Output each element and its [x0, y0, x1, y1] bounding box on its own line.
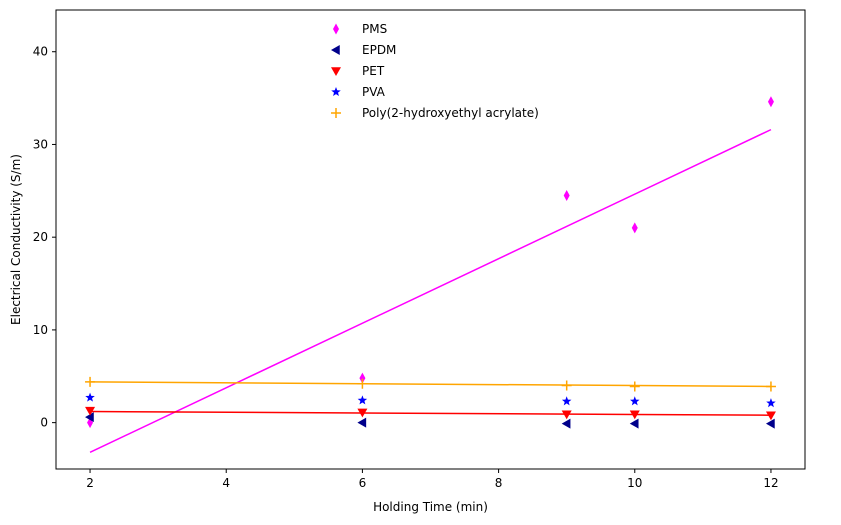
- data-point: [630, 396, 640, 406]
- data-point: [629, 381, 640, 392]
- data-point: [631, 222, 638, 234]
- data-point: [629, 410, 640, 420]
- x-tick-label: 10: [627, 476, 642, 490]
- data-point: [561, 380, 572, 391]
- x-tick-label: 6: [359, 476, 367, 490]
- data-point: [766, 398, 776, 408]
- legend-label: PMS: [362, 22, 387, 36]
- plot-area: [85, 96, 776, 453]
- series-0: [87, 96, 774, 429]
- data-point: [765, 411, 776, 421]
- legend-label: PET: [362, 64, 385, 78]
- trend-line-2: [90, 410, 771, 416]
- data-point: [629, 418, 639, 429]
- x-tick-label: 12: [763, 476, 778, 490]
- legend-marker: [331, 45, 340, 55]
- data-point: [357, 395, 368, 405]
- y-axis: 0 10 20 30 40: [33, 45, 56, 430]
- legend-item: EPDM: [331, 43, 396, 57]
- data-point: [357, 417, 367, 428]
- x-tick-label: 8: [495, 476, 503, 490]
- legend-marker: [331, 87, 341, 97]
- series-2: [85, 406, 776, 421]
- data-point: [85, 412, 94, 423]
- y-tick-label: 0: [40, 416, 48, 430]
- legend-item: PVA: [331, 85, 386, 99]
- y-tick-label: 10: [33, 323, 48, 337]
- data-point: [561, 396, 572, 406]
- legend-label: Poly(2-hydroxyethyl acrylate): [362, 106, 539, 120]
- data-point: [561, 410, 572, 420]
- data-point: [765, 381, 776, 392]
- data-point: [765, 418, 775, 429]
- data-point: [563, 189, 570, 201]
- trend-line-4: [90, 381, 771, 388]
- x-tick-label: 2: [86, 476, 94, 490]
- data-point: [561, 418, 571, 429]
- legend-label: EPDM: [362, 43, 396, 57]
- data-point: [85, 406, 96, 416]
- y-tick-label: 30: [33, 137, 48, 151]
- y-tick-label: 40: [33, 45, 48, 59]
- data-point: [85, 392, 95, 402]
- y-axis-label: Electrical Conductivity (S/m): [9, 154, 23, 325]
- x-tick-label: 4: [222, 476, 230, 490]
- legend-item: PMS: [333, 22, 387, 36]
- x-axis: 2 4 6 8 10 12: [86, 469, 779, 490]
- legend-item: Poly(2-hydroxyethyl acrylate): [331, 106, 539, 120]
- legend-marker: [333, 23, 339, 35]
- trend-line-0: [89, 128, 772, 453]
- series-3: [85, 392, 776, 408]
- plot-frame: [55, 9, 806, 470]
- legend-label: PVA: [362, 85, 386, 99]
- data-point: [359, 372, 366, 384]
- data-point: [357, 378, 368, 389]
- data-point: [767, 96, 774, 108]
- legend-marker: [331, 67, 341, 76]
- y-tick-label: 20: [33, 230, 48, 244]
- data-point: [357, 408, 368, 418]
- data-point: [85, 376, 96, 387]
- legend: PMS EPDM PET PVA Poly(2-hydroxyethyl acrylat…: [331, 22, 539, 120]
- series-4: [85, 376, 776, 392]
- legend-marker: [331, 108, 341, 118]
- x-axis-label: Holding Time (min): [373, 500, 488, 514]
- series-1: [85, 412, 775, 429]
- legend-item: PET: [331, 64, 385, 78]
